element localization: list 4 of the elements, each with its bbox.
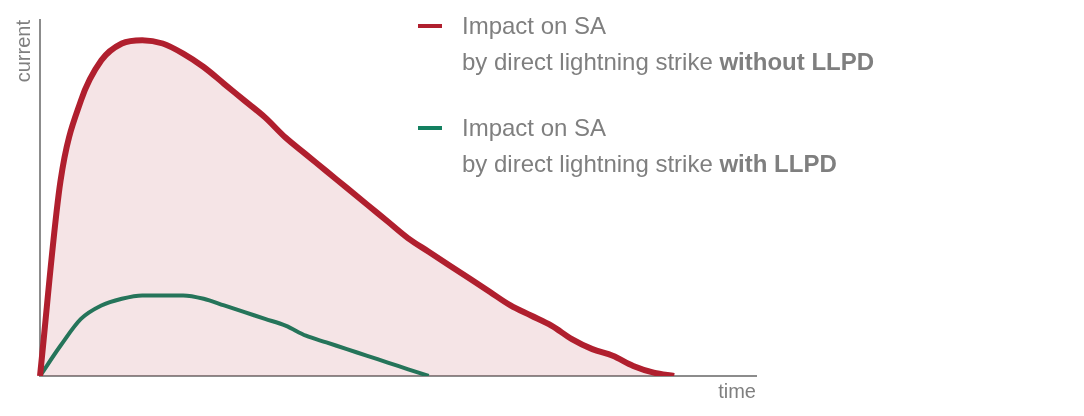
legend-label: Impact on SA by direct lightning strike with LLPD [462,113,837,179]
x-axis-title: time [718,379,756,402]
y-axis-title: current [11,19,34,83]
legend-label: Impact on SA by direct lightning strike without LLPD [462,11,875,77]
